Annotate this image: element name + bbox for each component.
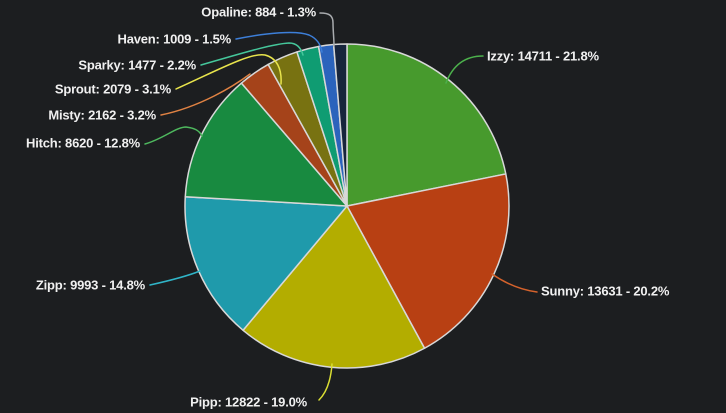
pie-slice-hitch[interactable] (184, 82, 348, 207)
sparky-leader-line (200, 42, 304, 66)
haven-slice-label: Haven: 1009 - 1.5% (118, 31, 232, 46)
misty-slice-label: Misty: 2162 - 3.2% (48, 107, 156, 122)
zipp-slice-label: Zipp: 9993 - 14.8% (36, 277, 146, 292)
pipp-slice-label: Pipp: 12822 - 19.0% (190, 394, 308, 409)
opaline-slice-label: Opaline: 884 - 1.3% (201, 4, 316, 19)
sunny-leader-line (491, 273, 538, 293)
sunny-slice-label: Sunny: 13631 - 20.2% (541, 283, 670, 298)
pipp-leader-line (318, 363, 333, 401)
sparky-slice-label: Sparky: 1477 - 2.2% (78, 57, 196, 72)
hitch-slice-label: Hitch: 8620 - 12.8% (26, 135, 141, 150)
slice-labels: Izzy: 14711 - 21.8% Sunny: 13631 - 20.2%… (26, 4, 670, 409)
opaline-leader-line (319, 12, 335, 47)
leader-lines (144, 12, 538, 401)
pie-slices (184, 43, 510, 369)
izzy-slice-label: Izzy: 14711 - 21.8% (487, 48, 599, 63)
sprout-slice-label: Sprout: 2079 - 3.1% (55, 81, 172, 96)
hitch-leader-line (144, 126, 203, 145)
pie-slice-zipp[interactable] (184, 195, 348, 332)
sprout-leader-line (175, 53, 282, 90)
pie-slice-izzy[interactable] (346, 43, 507, 207)
misty-leader-line (160, 73, 251, 116)
izzy-leader-line (445, 55, 484, 84)
haven-leader-line (235, 31, 323, 53)
zipp-leader-line (149, 270, 201, 286)
